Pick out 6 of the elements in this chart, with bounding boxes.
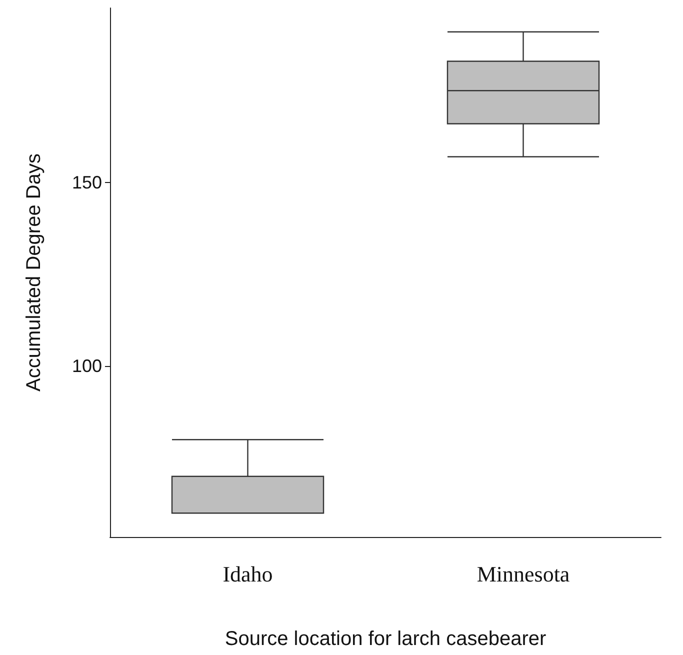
x-tick-label: Minnesota — [476, 562, 570, 586]
x-tick-label: Idaho — [222, 562, 273, 586]
y-tick-label: 150 — [72, 172, 102, 192]
y-tick-label: 100 — [72, 356, 102, 376]
y-axis-title: Accumulated Degree Days — [23, 154, 45, 392]
x-axis-title: Source location for larch casebearer — [224, 628, 546, 650]
